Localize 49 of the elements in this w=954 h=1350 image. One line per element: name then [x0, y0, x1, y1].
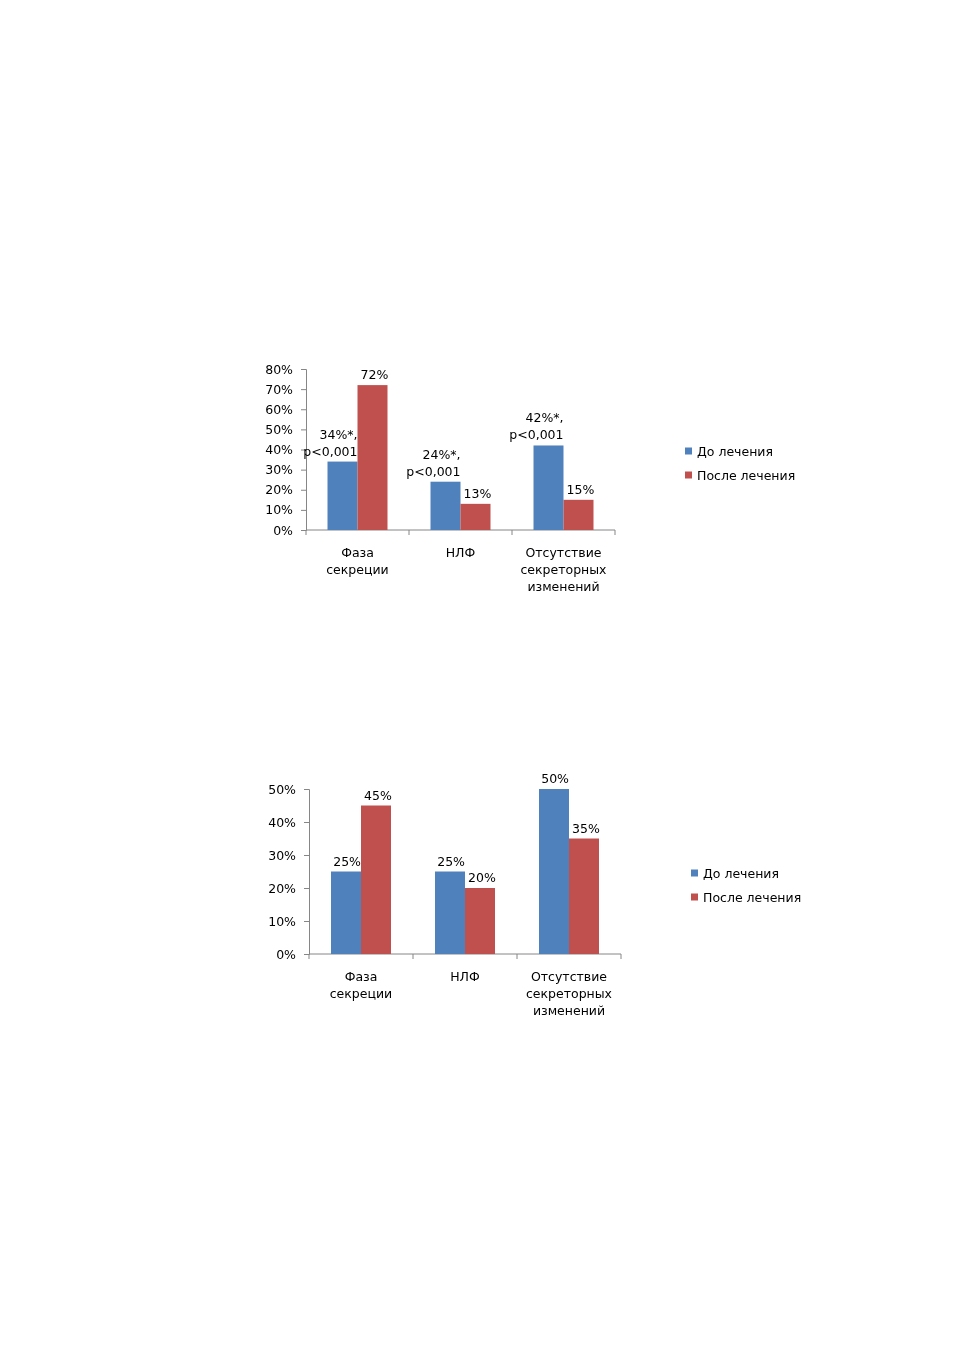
data-label: 24%*, p<0,001	[406, 446, 461, 479]
bar	[331, 871, 361, 954]
bar	[435, 871, 465, 954]
x-tick-label: НЛФ	[445, 545, 476, 560]
data-label: 50%	[541, 771, 570, 786]
bar	[327, 461, 358, 530]
data-label: 72%	[360, 367, 389, 383]
y-tick-label: 70%	[265, 381, 294, 397]
y-tick-label: 30%	[268, 847, 297, 863]
legend-label: После лечения	[703, 889, 802, 905]
y-tick-label: 0%	[276, 946, 297, 962]
data-label: 13%	[463, 485, 492, 501]
bar	[357, 385, 388, 530]
legend-label: После лечения	[697, 467, 796, 483]
bar	[533, 445, 564, 530]
x-tick-label: НЛФ	[450, 969, 481, 984]
y-tick-label: 60%	[265, 401, 294, 417]
y-tick-label: 50%	[265, 421, 294, 437]
y-tick-label: 20%	[268, 880, 297, 896]
x-tick-label: Отсутствие секреторных изменений	[525, 969, 613, 1018]
bar	[361, 805, 391, 954]
bar	[563, 499, 594, 530]
y-tick-label: 40%	[268, 814, 297, 830]
y-tick-label: 20%	[265, 482, 294, 498]
bar	[460, 503, 491, 530]
data-label: 34%*, p<0,001	[303, 426, 358, 459]
bar	[465, 888, 495, 954]
bar	[430, 481, 461, 530]
legend-label: До лечения	[697, 443, 773, 459]
data-label: 25%	[437, 853, 466, 869]
x-tick-label: Фаза секреции	[329, 969, 393, 1001]
legend-label: До лечения	[703, 865, 779, 881]
bar	[539, 789, 569, 954]
data-label: 25%	[333, 853, 362, 869]
bar	[569, 838, 599, 954]
data-label: 15%	[566, 481, 595, 497]
y-tick-label: 30%	[265, 462, 294, 478]
y-tick-label: 10%	[268, 913, 297, 929]
data-label: 20%	[468, 870, 496, 885]
y-tick-label: 10%	[265, 502, 294, 518]
x-tick-label: Фаза секреции	[326, 545, 389, 577]
y-tick-label: 50%	[268, 781, 297, 797]
data-label: 45%	[364, 787, 392, 803]
y-tick-label: 0%	[273, 522, 294, 538]
y-tick-label: 80%	[265, 361, 294, 377]
y-tick-label: 40%	[265, 442, 294, 457]
data-label: 35%	[572, 820, 600, 836]
x-tick-label: Отсутствие секреторных изменений	[520, 545, 607, 594]
data-label: 42%*, p<0,001	[509, 410, 564, 443]
